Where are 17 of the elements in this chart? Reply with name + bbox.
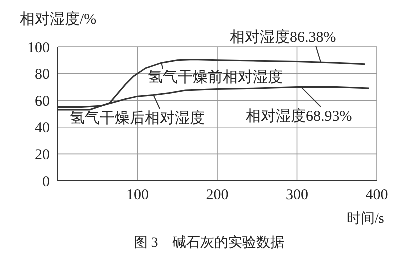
y-tick-label: 20	[35, 148, 50, 164]
y-tick-label: 60	[35, 94, 50, 110]
annotation: 相对湿度86.38%	[230, 29, 336, 46]
x-tick-label: 400	[366, 188, 388, 204]
x-tick-label: 100	[126, 188, 149, 204]
y-tick-label: 80	[35, 67, 50, 84]
x-tick-label: 200	[206, 188, 229, 204]
legend-label: 氢气干燥前相对湿度	[148, 69, 283, 86]
text: 图 3 碱石灰的实验数据	[134, 235, 284, 251]
x-axis-title: 时间/s	[347, 211, 384, 227]
y-tick-label: 100	[28, 40, 50, 56]
y-tick-label: 0	[42, 174, 50, 190]
x-tick-label: 300	[286, 188, 308, 204]
annotation: 相对湿度68.93%	[246, 108, 352, 125]
y-tick-label: 40	[35, 120, 50, 137]
y-axis-title: 相对湿度/%	[20, 11, 97, 28]
legend-label: 氢气干燥后相对湿度	[70, 110, 205, 127]
